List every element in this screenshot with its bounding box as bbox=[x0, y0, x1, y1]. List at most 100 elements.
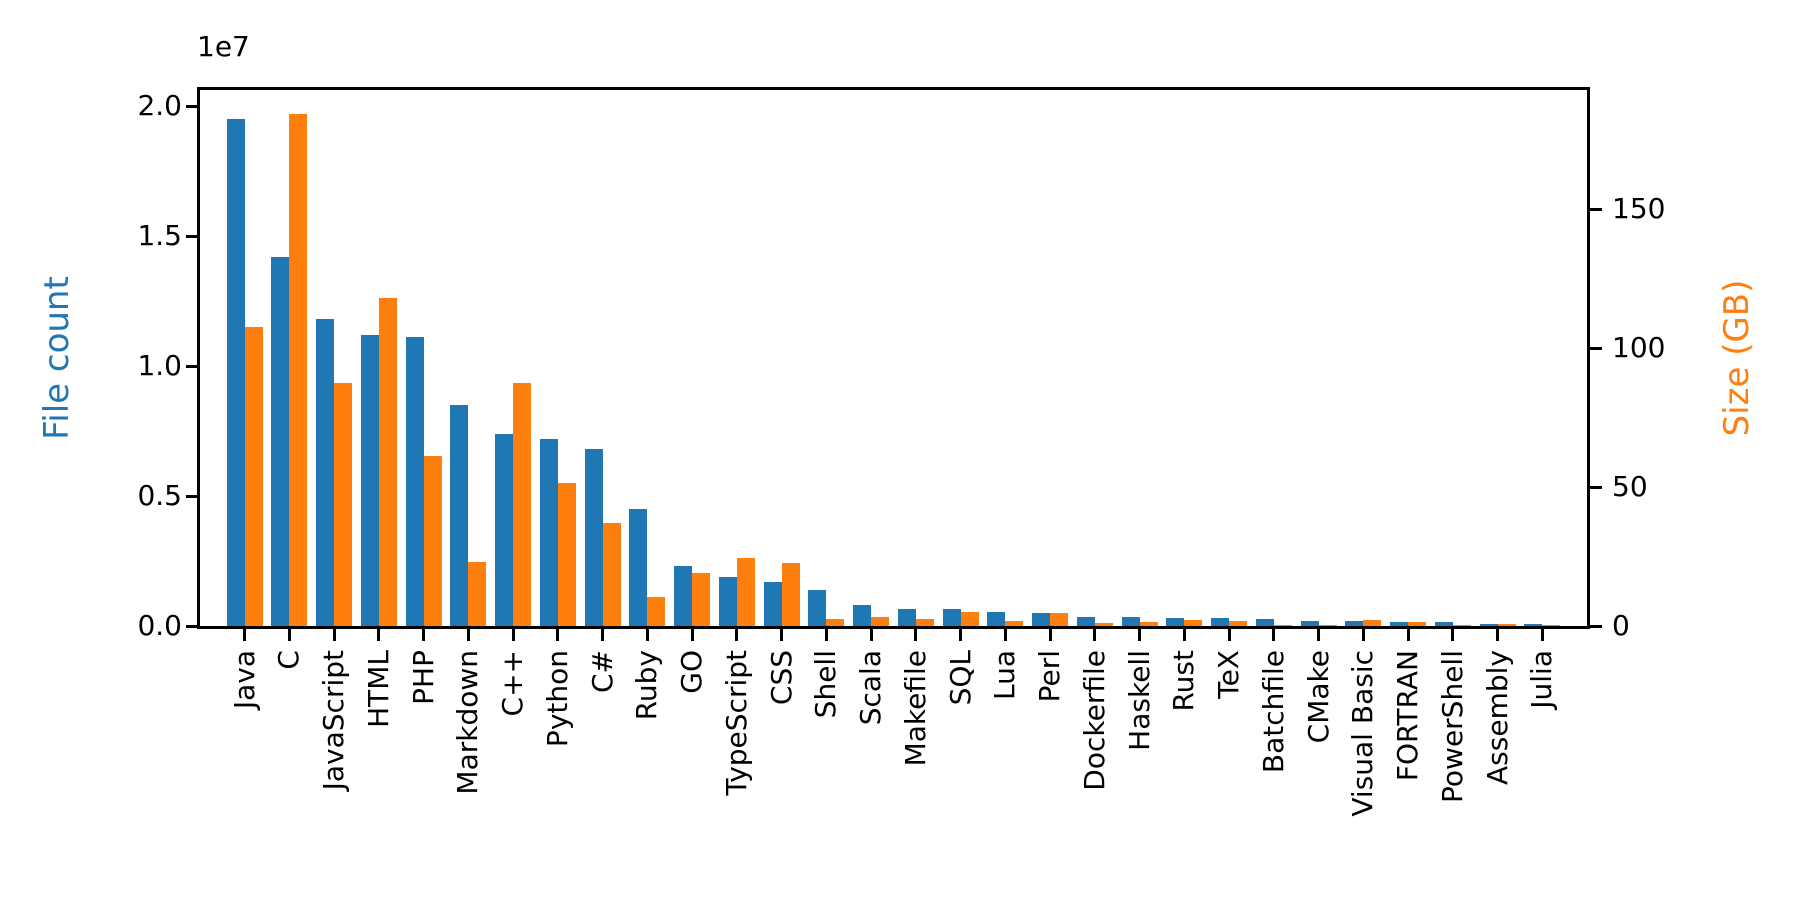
bar-size-gb-html bbox=[378, 298, 397, 626]
left-axis-label: File count bbox=[37, 276, 77, 440]
x-tick-label-markdown: Markdown bbox=[451, 650, 485, 795]
bar-file-count-visual-basic bbox=[1345, 621, 1364, 626]
left-y-tick-1.0 bbox=[186, 364, 198, 368]
x-tick-java bbox=[243, 629, 247, 641]
x-tick-go bbox=[690, 629, 694, 641]
x-tick-label-makefile: Makefile bbox=[898, 650, 932, 767]
x-tick-powershell bbox=[1451, 629, 1455, 641]
bar-file-count-rust bbox=[1166, 618, 1185, 626]
bar-file-count-perl bbox=[1032, 613, 1051, 626]
bar-file-count-dockerfile bbox=[1076, 617, 1095, 626]
x-tick-cmake bbox=[1317, 629, 1321, 641]
x-tick-label-rust: Rust bbox=[1167, 650, 1201, 712]
bar-file-count-html bbox=[360, 335, 379, 626]
x-tick-label-scala: Scala bbox=[854, 650, 888, 726]
bar-size-gb-dockerfile bbox=[1094, 623, 1113, 626]
x-tick-label-java: Java bbox=[227, 650, 261, 710]
bar-size-gb-shell bbox=[826, 619, 845, 626]
x-tick-label-ruby: Ruby bbox=[630, 650, 664, 721]
x-tick-label-batchfile: Batchfile bbox=[1256, 650, 1290, 774]
bar-size-gb-typescript bbox=[736, 558, 755, 626]
x-tick-label-visual-basic: Visual Basic bbox=[1346, 650, 1380, 817]
right-y-tick-label-0: 0 bbox=[1612, 609, 1630, 642]
x-tick-label-c-: C++ bbox=[496, 650, 530, 717]
bar-file-count-php bbox=[405, 337, 424, 626]
bar-file-count-css bbox=[763, 582, 782, 626]
right-y-tick-50 bbox=[1590, 485, 1602, 489]
x-tick-label-c: C bbox=[272, 650, 306, 670]
bar-file-count-python bbox=[539, 439, 558, 626]
bar-size-gb-go bbox=[692, 573, 711, 626]
bar-file-count-haskell bbox=[1121, 617, 1140, 626]
x-tick-label-c-: C# bbox=[585, 650, 619, 694]
bar-file-count-scala bbox=[853, 605, 872, 626]
x-tick-label-javascript: JavaScript bbox=[317, 650, 351, 791]
bar-size-gb-ruby bbox=[647, 597, 666, 626]
x-tick-dockerfile bbox=[1093, 629, 1097, 641]
bar-size-gb-php bbox=[423, 456, 442, 626]
y-axis-offset-text: 1e7 bbox=[197, 30, 250, 63]
right-y-tick-label-50: 50 bbox=[1612, 470, 1648, 503]
bar-size-gb-c- bbox=[513, 383, 532, 626]
bar-size-gb-markdown bbox=[468, 562, 487, 626]
bar-file-count-java bbox=[226, 119, 245, 626]
bar-file-count-go bbox=[674, 566, 693, 626]
x-tick-label-php: PHP bbox=[406, 650, 440, 705]
x-tick-label-css: CSS bbox=[764, 650, 798, 706]
bar-size-gb-lua bbox=[1005, 621, 1024, 626]
x-tick-label-tex: TeX bbox=[1212, 650, 1246, 699]
left-y-tick-0.0 bbox=[186, 624, 198, 628]
bar-file-count-assembly bbox=[1479, 624, 1498, 626]
bar-file-count-typescript bbox=[718, 577, 737, 626]
bar-size-gb-c bbox=[289, 114, 308, 626]
bar-size-gb-scala bbox=[871, 617, 890, 626]
bar-file-count-fortran bbox=[1390, 622, 1409, 626]
bar-size-gb-powershell bbox=[1452, 625, 1471, 626]
x-tick-assembly bbox=[1496, 629, 1500, 641]
bar-size-gb-javascript bbox=[334, 383, 353, 626]
x-tick-typescript bbox=[735, 629, 739, 641]
left-y-tick-label-2.0: 2.0 bbox=[137, 89, 182, 122]
x-tick-perl bbox=[1048, 629, 1052, 641]
x-tick-lua bbox=[1003, 629, 1007, 641]
x-tick-label-fortran: FORTRAN bbox=[1391, 650, 1425, 782]
left-y-tick-label-1.5: 1.5 bbox=[137, 219, 182, 252]
x-tick-c bbox=[287, 629, 291, 641]
bar-file-count-tex bbox=[1211, 618, 1230, 626]
bar-size-gb-makefile bbox=[915, 619, 934, 626]
right-y-tick-150 bbox=[1590, 207, 1602, 211]
left-y-tick-label-1.0: 1.0 bbox=[137, 349, 182, 382]
x-tick-scala bbox=[869, 629, 873, 641]
x-tick-python bbox=[556, 629, 560, 641]
right-y-tick-label-100: 100 bbox=[1612, 331, 1666, 364]
bar-file-count-cmake bbox=[1300, 621, 1319, 626]
bar-file-count-shell bbox=[808, 590, 827, 626]
left-y-tick-1.5 bbox=[186, 234, 198, 238]
bar-size-gb-perl bbox=[1050, 613, 1069, 626]
left-y-tick-0.5 bbox=[186, 494, 198, 498]
bar-size-gb-julia bbox=[1542, 625, 1561, 626]
x-tick-haskell bbox=[1138, 629, 1142, 641]
x-tick-c- bbox=[601, 629, 605, 641]
x-tick-label-assembly: Assembly bbox=[1480, 650, 1514, 785]
x-tick-php bbox=[422, 629, 426, 641]
x-tick-label-python: Python bbox=[540, 650, 574, 748]
bar-size-gb-batchfile bbox=[1273, 625, 1292, 626]
x-tick-label-shell: Shell bbox=[809, 650, 843, 719]
x-tick-label-dockerfile: Dockerfile bbox=[1077, 650, 1111, 791]
x-tick-visual-basic bbox=[1361, 629, 1365, 641]
bar-size-gb-c- bbox=[602, 523, 621, 626]
left-y-tick-label-0.0: 0.0 bbox=[137, 609, 182, 642]
bar-file-count-lua bbox=[987, 612, 1006, 626]
bar-size-gb-sql bbox=[960, 612, 979, 626]
x-tick-tex bbox=[1227, 629, 1231, 641]
bar-size-gb-rust bbox=[1184, 620, 1203, 626]
bar-file-count-sql bbox=[942, 609, 961, 626]
bar-size-gb-css bbox=[781, 563, 800, 626]
x-tick-label-html: HTML bbox=[361, 650, 395, 728]
x-tick-label-lua: Lua bbox=[988, 650, 1022, 701]
x-tick-fortran bbox=[1406, 629, 1410, 641]
bar-size-gb-python bbox=[557, 483, 576, 626]
bar-file-count-ruby bbox=[629, 509, 648, 626]
x-tick-shell bbox=[824, 629, 828, 641]
